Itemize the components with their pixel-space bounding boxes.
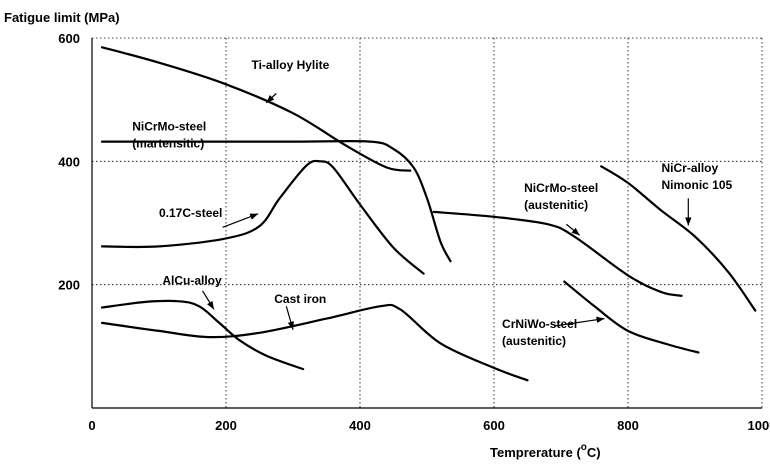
annotation-label-c17: 0.17C-steel (159, 206, 222, 220)
annotation-label-nicrmo_m: NiCrMo-steel (132, 120, 206, 134)
annotation-label-nimonic: NiCr-alloy (662, 161, 719, 175)
annotation-arrowhead (571, 227, 580, 236)
annotation-label-crniwo: (austenitic) (502, 334, 566, 348)
tick-labels: 0 200 400 600 800 1000 200 400 600 (58, 31, 770, 433)
series-line-nicr-alloy-nimonic-105 (600, 165, 757, 312)
x-tick-label: 600 (483, 418, 505, 433)
annotation-arrowhead (287, 321, 294, 330)
x-tick-label: 400 (349, 418, 371, 433)
annotation-arrowhead (266, 94, 275, 103)
annotation-label-nicrmo_a: NiCrMo-steel (524, 181, 598, 195)
series-line-ti-alloy-hylite (100, 46, 412, 172)
y-tick-label: 400 (58, 154, 80, 169)
annotation-label-alcu: AlCu-alloy (162, 274, 222, 288)
x-tick-label: 1000 (748, 418, 770, 433)
annotation-label-hylite: Ti-alloy Hylite (251, 58, 329, 72)
annotation-label-nicrmo_m: (martensitic) (132, 137, 204, 151)
annotation-arrowhead (596, 316, 605, 323)
annotation-arrowhead (685, 217, 692, 226)
annotation-label-nicrmo_a: (austenitic) (524, 198, 588, 212)
curve-annotations: Ti-alloy Hylite NiCrMo-steel (martensitic)… (132, 58, 732, 348)
annotation-arrowhead (249, 213, 259, 220)
series-line-alcu-alloy (100, 299, 305, 371)
grid-lines (92, 37, 763, 408)
annotation-leader (554, 317, 605, 327)
x-tick-label: 800 (617, 418, 639, 433)
series-line-0-17c-steel (100, 159, 425, 275)
y-tick-label: 200 (58, 278, 80, 293)
annotation-arrowhead (207, 300, 214, 310)
x-tick-label: 200 (215, 418, 237, 433)
annotation-label-crniwo: CrNiWo-steel (502, 317, 577, 331)
series-line-crniwo-steel-austenitic (563, 280, 700, 354)
degree-symbol: o (581, 442, 587, 453)
annotation-label-castiron: Cast iron (274, 292, 326, 306)
series-line-nicrmo-steel-austenitic (432, 210, 683, 297)
x-tick-label: 0 (88, 418, 95, 433)
annotation-label-nimonic: Nimonic 105 (662, 178, 733, 192)
series-line-cast-iron (100, 303, 529, 382)
data-curves (100, 46, 757, 382)
y-tick-label: 600 (58, 31, 80, 46)
x-axis-label: Temprerature (oC) (490, 442, 601, 460)
y-axis-label: Fatigue limit (MPa) (4, 10, 120, 25)
axes (91, 38, 762, 409)
series-line-nicrmo-steel-martensitic (100, 139, 452, 263)
